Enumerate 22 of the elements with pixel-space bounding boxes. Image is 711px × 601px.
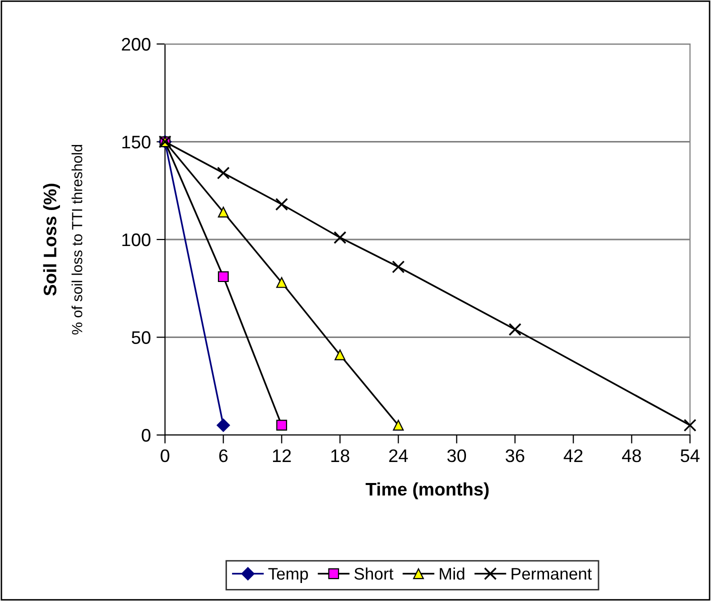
x-tick-label: 30 [447,449,466,462]
y-tick-label: 0 [142,428,150,442]
x-tick-label: 54 [680,450,700,462]
legend-label: Temp [268,568,308,583]
x-tick-label: 18 [331,449,350,462]
x-tick-label: 6 [219,449,228,462]
legend-label: Permanent [512,568,592,580]
text: % of soil loss to TTI threshold [72,144,82,334]
y-tick-label: 100 [122,233,150,246]
x-tick-label: 48 [622,449,641,462]
x-tick-label: 42 [564,449,582,462]
x-tick-label: 24 [389,449,408,462]
x-tick-label: 12 [273,449,291,462]
y-axis-title: Soil Loss (%) [43,184,60,296]
y-tick-label: 200 [122,38,150,51]
y-tick-label: 50 [132,331,150,344]
x-tick-label: 36 [506,449,524,462]
legend-label: Short [354,567,394,580]
x-tick-label: 0 [160,449,170,462]
legend-label: Mid [440,567,464,580]
y-tick-label: 150 [122,136,150,148]
x-axis-title: Time (months) [366,482,489,500]
